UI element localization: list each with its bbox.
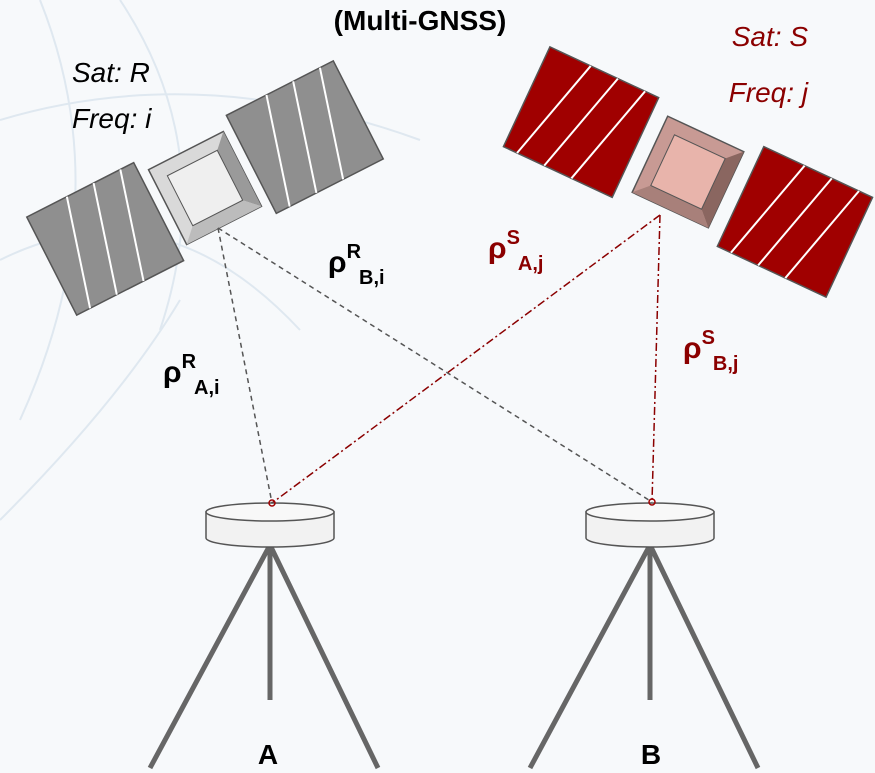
satellite-frequency: Freq: i bbox=[72, 103, 152, 134]
range-symbol: ρ bbox=[488, 232, 507, 265]
diagram: (Multi-GNSS) Sat: R Freq: i Sat: S Freq:… bbox=[0, 0, 875, 773]
range-symbol: ρ bbox=[163, 356, 182, 389]
range-satellite: S bbox=[507, 227, 520, 249]
receiver-label: A bbox=[258, 739, 278, 770]
range-symbol: ρ bbox=[683, 332, 702, 365]
satellite-name: Sat: S bbox=[732, 21, 809, 52]
receiver-label: B bbox=[641, 739, 661, 770]
range-receiver: A,i bbox=[194, 377, 220, 399]
range-satellite: R bbox=[347, 241, 362, 263]
title: (Multi-GNSS) bbox=[334, 5, 507, 36]
range-receiver: B,j bbox=[713, 353, 739, 375]
range-satellite: R bbox=[182, 351, 197, 373]
range-symbol: ρ bbox=[328, 246, 347, 279]
range-receiver: A,j bbox=[518, 253, 544, 275]
range-receiver: B,i bbox=[359, 267, 385, 289]
range-satellite: S bbox=[702, 327, 715, 349]
satellite-name: Sat: R bbox=[72, 57, 150, 88]
satellite-frequency: Freq: j bbox=[729, 77, 809, 108]
